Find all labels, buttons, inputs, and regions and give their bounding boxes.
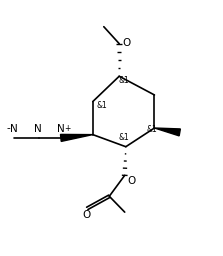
Text: -: -: [6, 123, 10, 133]
Text: &1: &1: [118, 133, 129, 142]
Text: O: O: [122, 38, 131, 48]
Text: N: N: [34, 123, 42, 134]
Text: O: O: [82, 210, 90, 220]
Text: N: N: [10, 123, 17, 134]
Text: &1: &1: [96, 101, 107, 111]
Text: &1: &1: [147, 125, 158, 134]
Text: O: O: [127, 176, 136, 186]
Text: +: +: [64, 124, 70, 133]
Text: N: N: [57, 123, 65, 134]
Polygon shape: [60, 134, 93, 141]
Text: &1: &1: [118, 76, 129, 85]
Polygon shape: [155, 128, 180, 136]
